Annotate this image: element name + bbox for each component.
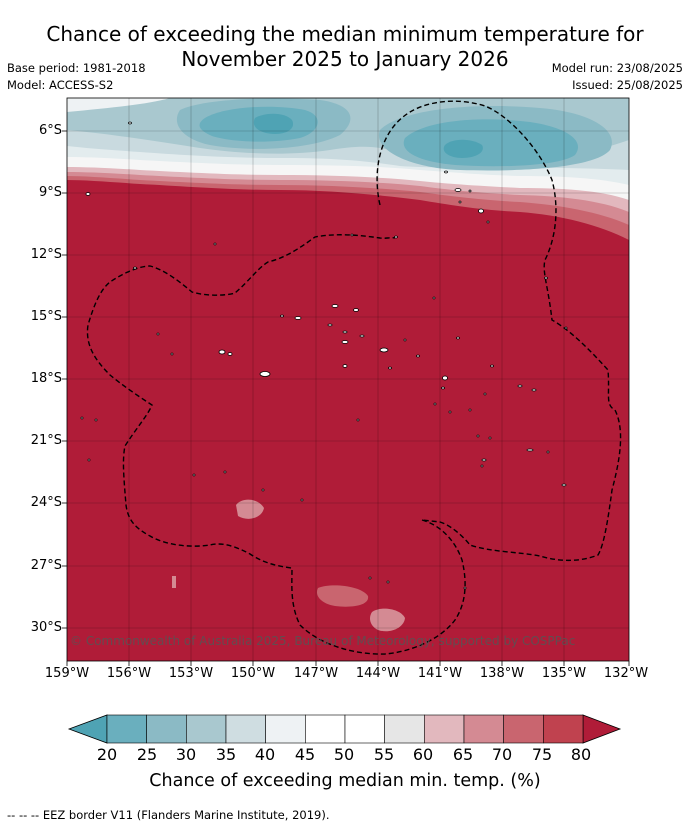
lon-tick-label: 138°W (479, 666, 525, 681)
lon-tick-label: 156°W (106, 666, 152, 681)
title-line-1: Chance of exceeding the median minimum t… (46, 22, 644, 46)
islands (80, 121, 568, 590)
colorbar-segment (146, 714, 187, 744)
eez-borders (86, 100, 622, 655)
lat-tick-label: 21°S (30, 433, 62, 448)
colorbar-tick-label: 75 (531, 745, 553, 764)
lat-tick-label: 9°S (38, 185, 62, 200)
eez-footnote: -- -- -- EEZ border V11 (Flanders Marine… (7, 808, 330, 822)
base-period: Base period: 1981-2018 (7, 61, 146, 75)
colorbar-tick-label: 25 (136, 745, 158, 764)
colorbar-tick-label: 55 (373, 745, 395, 764)
colorbar-segment (503, 714, 544, 744)
meta-right: Model run: 23/08/2025 Issued: 25/08/2025 (552, 60, 683, 94)
colorbar-tick-label: 20 (96, 745, 118, 764)
colorbar-segment (106, 714, 147, 744)
lat-tick-label: 12°S (30, 247, 62, 262)
colorbar-tick-label: 50 (333, 745, 355, 764)
lon-tick-label: 150°W (230, 666, 276, 681)
eez-border-north (376, 100, 622, 562)
colorbar-segment (265, 714, 306, 744)
lon-tick-label: 135°W (541, 666, 587, 681)
colorbar-tick-label: 45 (294, 745, 316, 764)
gridlines (67, 98, 629, 661)
lat-tick-label: 18°S (30, 371, 62, 386)
colorbar-label: Chance of exceeding median min. temp. (%… (149, 771, 541, 791)
lat-tick-label: 30°S (30, 620, 62, 635)
eez-border-main (86, 234, 466, 655)
model-run: Model run: 23/08/2025 (551, 61, 683, 75)
lat-tick-label: 24°S (30, 495, 62, 510)
axis-ticks (62, 130, 630, 666)
light-patch-3 (370, 608, 405, 632)
colorbar-segment (543, 714, 584, 744)
colorbar-tick-label: 40 (254, 745, 276, 764)
light-patch-1 (236, 499, 264, 519)
lon-tick-label: 141°W (417, 666, 463, 681)
colorbar-segment (344, 714, 385, 744)
map-frame (66, 97, 630, 662)
light-patch-2 (316, 585, 369, 607)
copyright-notice: © Commonwealth of Australia 2025, Bureau… (70, 634, 576, 648)
colorbar-segment (225, 714, 266, 744)
colorbar (67, 714, 622, 744)
colorbar-tick-label: 60 (412, 745, 434, 764)
colorbar-tick-label: 70 (491, 745, 513, 764)
issued-date: Issued: 25/08/2025 (572, 78, 683, 92)
colorbar-segment (424, 714, 465, 744)
lat-tick-label: 6°S (38, 123, 62, 138)
colorbar-segment (305, 714, 346, 744)
lon-tick-label: 147°W (293, 666, 339, 681)
model-name: Model: ACCESS-S2 (7, 78, 114, 92)
colorbar-segment (384, 714, 425, 744)
colorbar-min-arrow (67, 714, 108, 744)
lon-tick-label: 144°W (355, 666, 401, 681)
colorbar-max-arrow (582, 714, 622, 744)
lat-tick-label: 15°S (30, 309, 62, 324)
chart-title: Chance of exceeding the median minimum t… (0, 22, 690, 72)
colorbar-tick-label: 35 (215, 745, 237, 764)
colorbar-segment (463, 714, 504, 744)
lon-tick-label: 159°W (44, 666, 90, 681)
north-anomaly-band (67, 98, 629, 240)
colorbar-tick-label: 30 (175, 745, 197, 764)
lat-tick-label: 27°S (30, 558, 62, 573)
lon-tick-label: 153°W (168, 666, 214, 681)
light-patch-4 (172, 576, 176, 588)
colorbar-tick-label: 80 (570, 745, 592, 764)
colorbar-segment (186, 714, 227, 744)
title-line-2: November 2025 to January 2026 (181, 47, 509, 71)
colorbar-tick-label: 65 (452, 745, 474, 764)
lon-tick-label: 132°W (603, 666, 649, 681)
meta-left: Base period: 1981-2018 Model: ACCESS-S2 (7, 60, 146, 94)
